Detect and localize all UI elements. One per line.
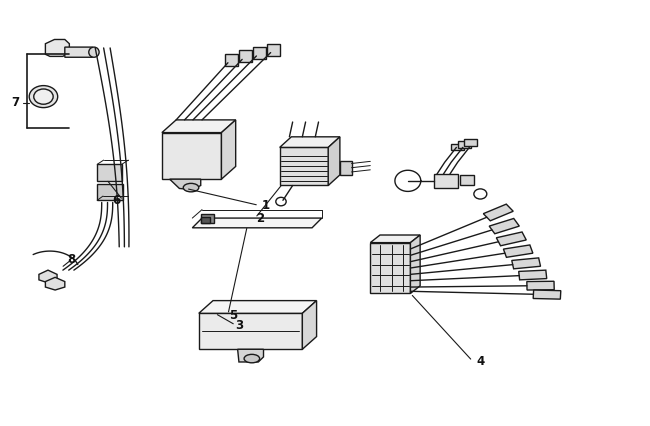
Polygon shape xyxy=(46,277,65,290)
Ellipse shape xyxy=(183,183,199,192)
Polygon shape xyxy=(199,301,317,313)
Text: 7: 7 xyxy=(12,96,20,109)
Polygon shape xyxy=(162,120,236,132)
Polygon shape xyxy=(65,47,98,57)
FancyBboxPatch shape xyxy=(503,245,533,257)
FancyBboxPatch shape xyxy=(533,290,561,299)
Bar xyxy=(370,243,410,294)
Ellipse shape xyxy=(276,197,286,206)
Ellipse shape xyxy=(34,89,53,104)
Bar xyxy=(458,141,471,148)
Polygon shape xyxy=(170,179,201,190)
Polygon shape xyxy=(201,214,214,223)
Polygon shape xyxy=(46,40,70,56)
Ellipse shape xyxy=(244,354,259,363)
Ellipse shape xyxy=(29,86,58,108)
Bar xyxy=(239,51,252,62)
Polygon shape xyxy=(328,137,340,185)
Polygon shape xyxy=(410,235,420,294)
Bar xyxy=(464,139,477,146)
Text: 2: 2 xyxy=(256,212,265,225)
Bar xyxy=(98,164,122,181)
Bar xyxy=(451,144,464,150)
FancyBboxPatch shape xyxy=(519,270,547,280)
Bar xyxy=(340,161,352,175)
Polygon shape xyxy=(201,217,210,223)
Text: 4: 4 xyxy=(476,355,484,368)
Text: 6: 6 xyxy=(112,194,121,207)
Polygon shape xyxy=(192,218,322,228)
Bar xyxy=(199,313,302,349)
Polygon shape xyxy=(302,301,317,349)
Bar xyxy=(98,184,123,200)
Polygon shape xyxy=(238,349,263,362)
Text: 1: 1 xyxy=(261,199,270,212)
FancyBboxPatch shape xyxy=(497,232,526,246)
Polygon shape xyxy=(162,132,222,179)
Bar xyxy=(225,54,238,66)
Bar xyxy=(253,47,266,59)
Polygon shape xyxy=(370,235,420,243)
Text: 8: 8 xyxy=(67,253,75,266)
Bar xyxy=(434,174,458,187)
Polygon shape xyxy=(222,120,236,179)
Polygon shape xyxy=(280,137,340,147)
FancyBboxPatch shape xyxy=(489,219,519,234)
FancyBboxPatch shape xyxy=(484,204,514,221)
Bar xyxy=(267,44,280,55)
FancyBboxPatch shape xyxy=(512,258,541,269)
Bar xyxy=(460,175,474,185)
Bar xyxy=(280,147,328,185)
Text: 5: 5 xyxy=(229,309,237,322)
Ellipse shape xyxy=(89,47,99,57)
FancyBboxPatch shape xyxy=(527,281,554,290)
Text: 3: 3 xyxy=(235,319,244,332)
Ellipse shape xyxy=(474,189,487,199)
Polygon shape xyxy=(39,270,57,283)
